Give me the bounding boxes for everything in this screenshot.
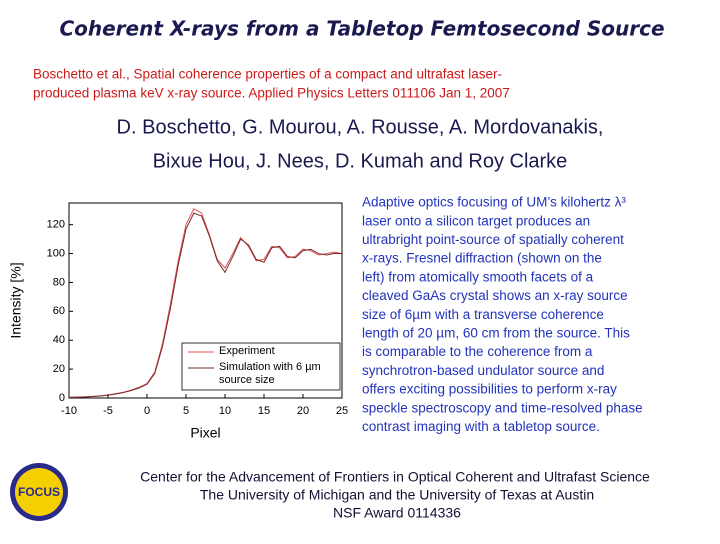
legend-label: Simulation with 6 µm source size xyxy=(219,361,321,386)
x-tick-label: 25 xyxy=(336,405,348,417)
y-tick-label: 100 xyxy=(47,247,65,259)
x-tick-label: -5 xyxy=(103,405,113,417)
description-line: x-rays. Fresnel diffraction (shown on th… xyxy=(362,251,602,266)
description-line: ultrabright point-source of spatially co… xyxy=(362,232,624,247)
description-line: Adaptive optics focusing of UM’s kiloher… xyxy=(362,195,626,210)
authors: Bixue Hou, J. Nees, D. Kumah and Roy Cla… xyxy=(153,150,568,172)
footer: Center for the Advancement of Frontiers … xyxy=(140,469,650,485)
citation: produced plasma keV x-ray source. Applie… xyxy=(33,86,510,101)
footer: NSF Award 0114336 xyxy=(333,505,461,521)
legend-entry: Simulation with 6 µm source size xyxy=(219,361,321,386)
y-tick-label: 120 xyxy=(47,219,65,231)
description-line: cleaved GaAs crystal shows an x-ray sour… xyxy=(362,288,628,303)
description-line: laser onto a silicon target produces an xyxy=(362,213,590,228)
y-tick-label: 20 xyxy=(53,363,65,375)
description-line: contrast imaging with a tabletop source. xyxy=(362,419,600,434)
x-tick-label: 5 xyxy=(183,405,189,417)
description-line: is comparable to the coherence from a xyxy=(362,344,593,359)
logo-text: FOCUS xyxy=(18,485,60,499)
description-line: synchrotron-based undulator source and xyxy=(362,363,604,378)
plot-frame xyxy=(68,202,343,399)
title: Coherent X-rays from a Tabletop Femtosec… xyxy=(59,17,664,41)
y-tick-label: 80 xyxy=(53,276,65,288)
x-tick-label: 15 xyxy=(258,405,270,417)
y-axis-label: Intensity [%] xyxy=(8,262,24,338)
footer: The University of Michigan and the Unive… xyxy=(200,487,594,503)
x-axis-label: Pixel xyxy=(190,425,220,441)
y-tick-label: 0 xyxy=(59,392,65,404)
legend-box xyxy=(181,342,341,391)
y-tick-label: 60 xyxy=(53,305,65,317)
legend-entry: Experiment xyxy=(219,345,275,357)
description-line: speckle spectroscopy and time-resolved p… xyxy=(362,400,643,415)
description-line: offers exciting possibilities to perform… xyxy=(362,382,617,397)
authors: D. Boschetto, G. Mourou, A. Rousse, A. M… xyxy=(117,116,604,138)
legend-label: Experiment xyxy=(219,345,275,357)
x-tick-label: -10 xyxy=(61,405,77,417)
x-tick-label: 20 xyxy=(297,405,309,417)
data-line xyxy=(68,212,342,398)
x-tick-label: 10 xyxy=(219,405,231,417)
citation: Boschetto et al., Spatial coherence prop… xyxy=(33,67,502,82)
description-line: left) from atomically smooth facets of a xyxy=(362,269,594,284)
description-line: size of 6µm with a transverse coherence xyxy=(362,307,604,322)
logo-disc xyxy=(15,468,63,516)
x-tick-label: 0 xyxy=(144,405,150,417)
y-tick-label: 40 xyxy=(53,334,65,346)
description-line: length of 20 µm, 60 cm from the source. … xyxy=(362,325,630,340)
